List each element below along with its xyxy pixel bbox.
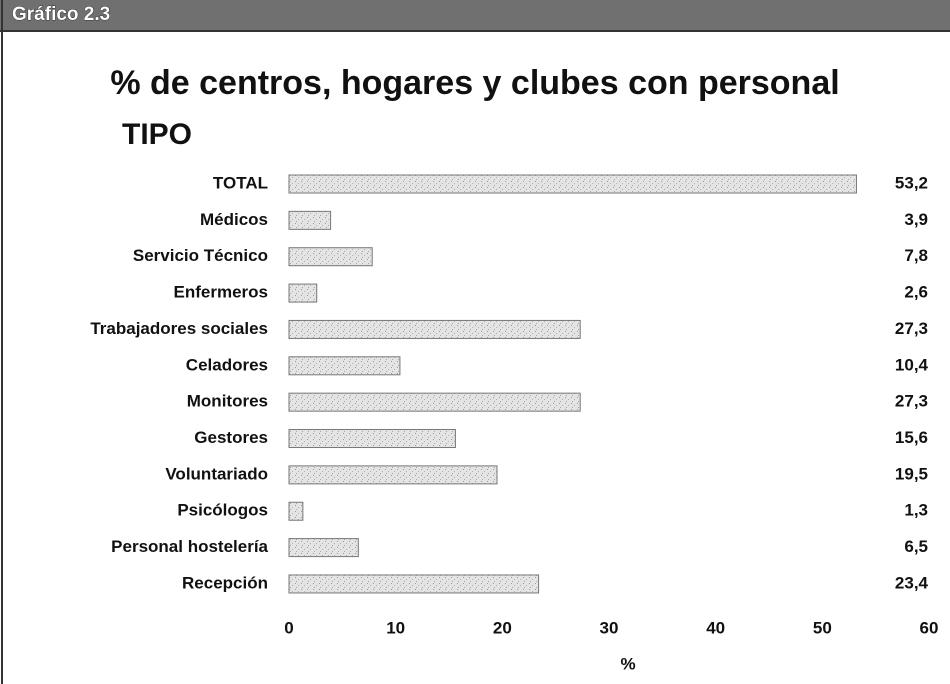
category-label: Trabajadores sociales (90, 319, 268, 338)
x-tick-label: 0 (284, 618, 293, 637)
category-label: Voluntariado (165, 464, 268, 483)
bar (288, 538, 359, 558)
value-label: 1,3 (904, 501, 928, 520)
value-label: 53,2 (895, 173, 928, 192)
bar (288, 356, 401, 376)
bar (288, 210, 332, 230)
bar (288, 574, 540, 594)
category-label: Gestores (194, 428, 268, 447)
x-axis-label: % (620, 654, 635, 673)
value-label: 3,9 (904, 210, 928, 229)
value-label: 15,6 (895, 428, 928, 447)
category-label: Enfermeros (174, 283, 268, 302)
bar (288, 392, 581, 412)
x-tick-label: 20 (493, 618, 512, 637)
x-tick-label: 60 (920, 618, 939, 637)
category-label: Psicólogos (177, 501, 268, 520)
bar (288, 465, 498, 485)
value-label: 6,5 (904, 537, 928, 556)
category-label: Médicos (200, 210, 268, 229)
category-label: Celadores (186, 355, 268, 374)
category-axis-title: TIPO (122, 118, 192, 151)
bar (288, 247, 373, 267)
value-label: 7,8 (904, 246, 928, 265)
category-label: TOTAL (213, 173, 268, 192)
value-label: 23,4 (895, 573, 929, 592)
x-tick-label: 30 (600, 618, 619, 637)
bar (288, 319, 581, 339)
header-band (0, 0, 950, 30)
value-label: 10,4 (895, 355, 929, 374)
value-label: 27,3 (895, 319, 928, 338)
header-title: Gráfico 2.3 (12, 4, 110, 25)
value-label: 19,5 (895, 464, 928, 483)
category-label: Recepción (182, 573, 268, 592)
category-label: Personal hostelería (111, 537, 268, 556)
chart-title: % de centros, hogares y clubes con perso… (110, 64, 839, 102)
x-tick-label: 10 (386, 618, 405, 637)
bar (288, 501, 304, 521)
bar (288, 283, 318, 303)
category-label: Servicio Técnico (133, 246, 268, 265)
x-tick-label: 40 (706, 618, 725, 637)
value-label: 2,6 (904, 283, 928, 302)
category-label: Monitores (187, 392, 268, 411)
x-tick-label: 50 (813, 618, 832, 637)
bar (288, 174, 857, 194)
bar (288, 429, 456, 449)
value-label: 27,3 (895, 392, 928, 411)
